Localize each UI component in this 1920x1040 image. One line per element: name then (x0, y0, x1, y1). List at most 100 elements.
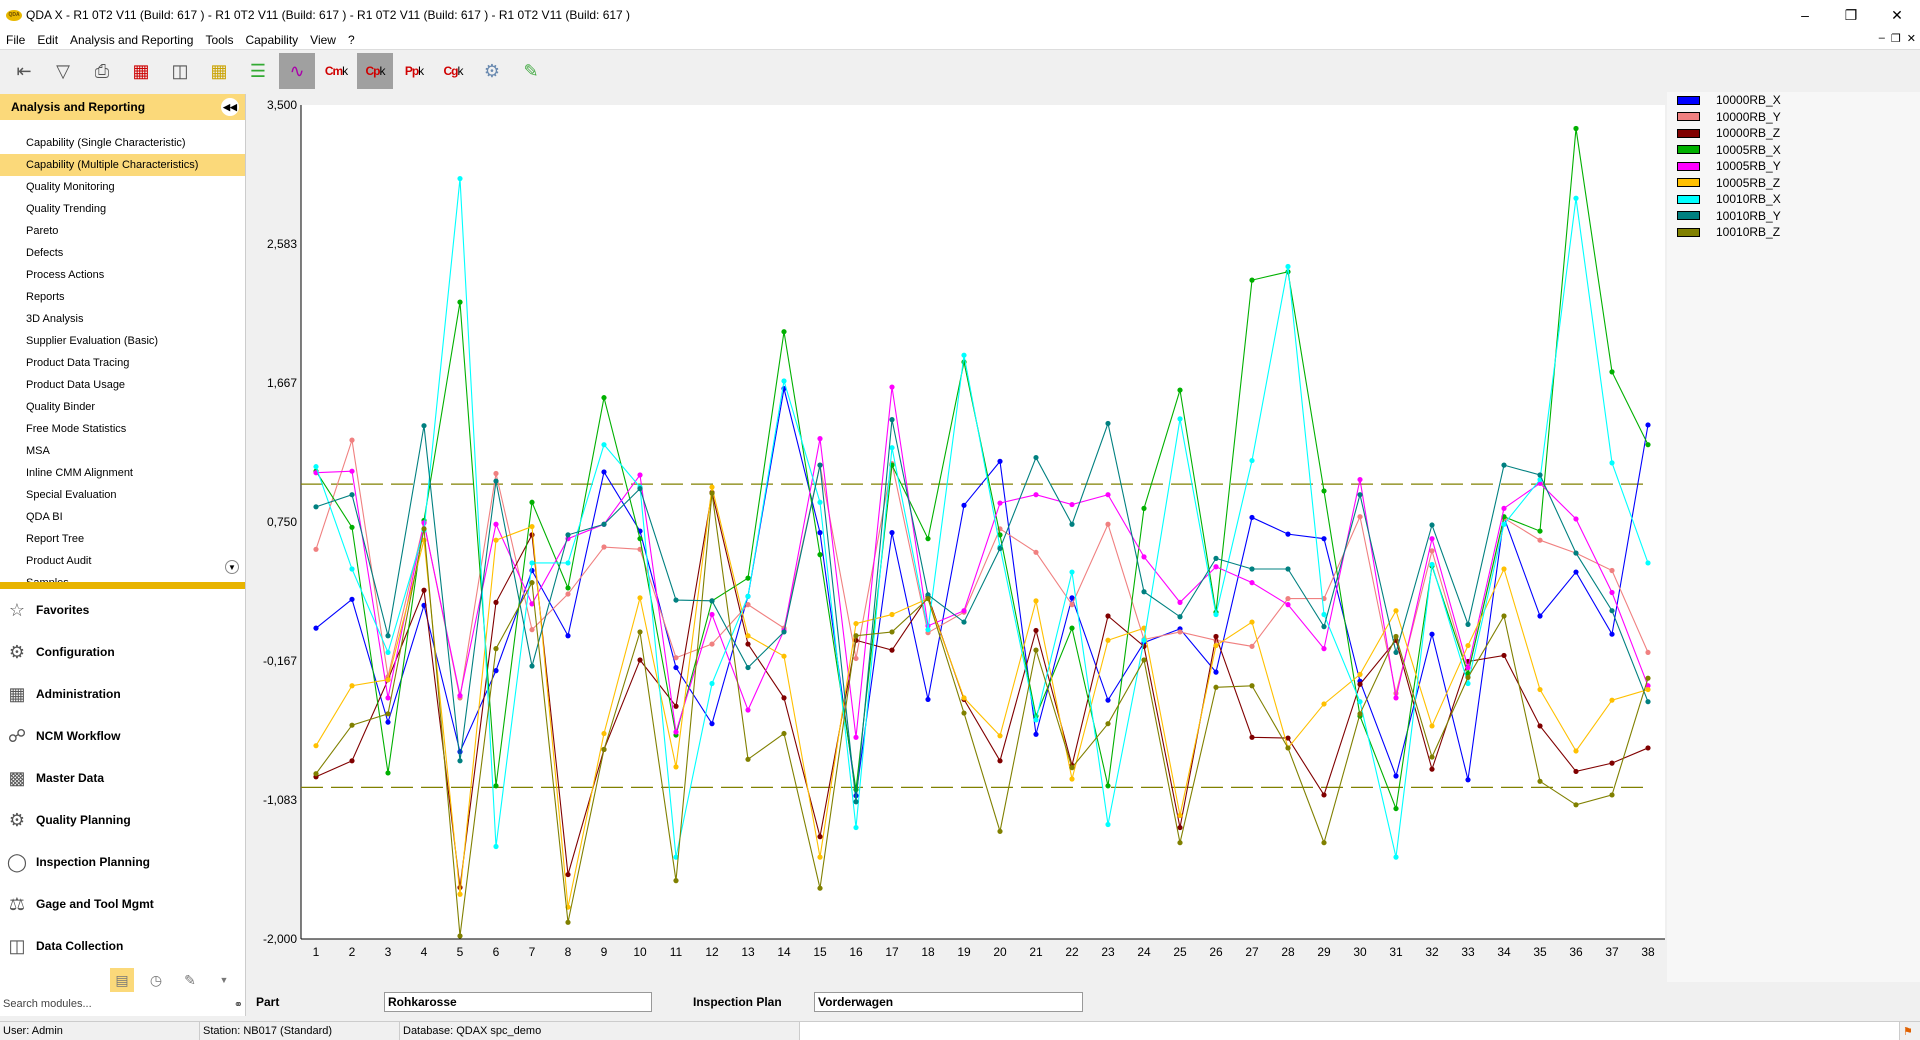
data-point (1429, 522, 1435, 528)
sidebar-item[interactable]: Samples (0, 572, 245, 582)
sidebar-item[interactable]: Special Evaluation (26, 489, 117, 501)
sidebar-item[interactable]: Product Data Usage (26, 379, 126, 391)
more-chevron-down-icon[interactable]: ▼ (219, 975, 229, 985)
sidebar-item[interactable]: Defects (26, 247, 64, 259)
sidebar-section[interactable]: ⚖ Gage and Tool Mgmt (0, 883, 245, 925)
collapse-sidebar-icon[interactable]: ◀◀ (221, 98, 239, 116)
sidebar-item[interactable]: Capability (Single Characteristic) (26, 137, 186, 149)
menu-analysis-reporting[interactable]: Analysis and Reporting (70, 32, 194, 47)
sidebar-title: Analysis and Reporting (11, 100, 146, 114)
sidebar-splitter[interactable] (0, 582, 245, 589)
settings-gears-icon[interactable]: ⚙ (483, 60, 501, 81)
exit-icon[interactable]: ⇤ (16, 60, 32, 81)
section-label: Data Collection (36, 939, 124, 953)
menu-capability[interactable]: Capability (245, 32, 299, 47)
sidebar-section[interactable]: ▦ Administration (0, 673, 245, 715)
print-icon[interactable]: ⎙ (94, 60, 110, 81)
data-point (1537, 537, 1543, 543)
menu-file[interactable]: File (6, 32, 26, 47)
bar-chart-icon[interactable]: ▦ (132, 60, 150, 81)
data-point (1249, 457, 1255, 464)
filter-icon[interactable]: ▽ (56, 60, 70, 81)
y-tick-label: 1,667 (267, 376, 297, 390)
cmk-button[interactable]: Cm k (324, 64, 348, 78)
sidebar-item[interactable]: Product Audit (26, 555, 92, 567)
data-point (1357, 514, 1363, 520)
sidebar-item[interactable]: Reports (26, 291, 65, 303)
data-point (637, 657, 643, 663)
data-point (1609, 589, 1615, 596)
line-chart-icon[interactable]: ∿ (279, 53, 315, 89)
sidebar-item[interactable]: Report Tree (26, 533, 85, 545)
module-search[interactable]: Search modules... ⚭ (0, 994, 246, 1014)
data-point (1285, 595, 1291, 602)
table-icon[interactable]: ▦ (210, 60, 228, 81)
x-tick-label: 2 (349, 945, 356, 959)
data-point (1105, 492, 1111, 498)
sidebar-item[interactable]: Inline CMM Alignment (26, 467, 133, 479)
data-point (1033, 598, 1039, 604)
sidebar-item[interactable]: Process Actions (26, 269, 105, 281)
minimize-button[interactable]: – (1801, 7, 1809, 23)
sidebar-section[interactable]: ◫ Data Collection (0, 925, 245, 967)
history-view-icon[interactable]: ◷ (149, 971, 163, 988)
ppk-button[interactable]: Pp k (404, 64, 424, 78)
legend-label: 10005RB_X (1716, 142, 1781, 157)
part-field[interactable]: Rohkarosse (384, 992, 652, 1012)
x-tick-label: 20 (993, 945, 1007, 959)
sidebar-section[interactable]: ⚙ Configuration (0, 631, 245, 673)
menu-help[interactable]: ? (347, 32, 355, 47)
sidebar-item[interactable]: MSA (26, 445, 50, 457)
mdi-restore-button[interactable]: ❐ (1890, 33, 1901, 45)
cpk-button[interactable]: Cp k (357, 53, 393, 89)
scroll-down-icon[interactable]: ▼ (225, 560, 239, 574)
inspection-plan-field[interactable]: Vorderwagen (814, 992, 1083, 1012)
sidebar-section[interactable]: ☍ NCM Workflow (0, 715, 245, 757)
sidebar-item[interactable]: Capability (Multiple Characteristics) (0, 154, 245, 176)
sidebar-section[interactable]: ▩ Master Data (0, 757, 245, 799)
sidebar-item[interactable]: Quality Binder (26, 401, 96, 413)
sidebar-item[interactable]: Product Data Tracing (26, 357, 130, 369)
boxplot-icon[interactable]: ◫ (171, 60, 189, 81)
mdi-minimize-button[interactable]: – (1878, 32, 1885, 44)
menu-tools[interactable]: Tools (205, 32, 234, 47)
notepad-edit-icon[interactable]: ✎ (523, 60, 539, 81)
notification-flag-icon[interactable]: ⚑ (1903, 1025, 1913, 1038)
cgk-button[interactable]: Cg k (443, 64, 464, 78)
data-point (1213, 684, 1219, 690)
maximize-button[interactable]: ❐ (1844, 6, 1858, 23)
analysis-view-icon[interactable]: ▤ (110, 968, 134, 992)
search-modules-input[interactable]: Search modules... (3, 998, 92, 1010)
window-title: QDA X - R1 0T2 V11 (Build: 617 ) - R1 0T… (26, 8, 631, 22)
data-point (529, 627, 535, 633)
y-tick-label: 3,500 (267, 98, 297, 112)
sidebar-item[interactable]: 3D Analysis (26, 313, 84, 325)
sidebar-section[interactable]: ⚙ Quality Planning (0, 799, 245, 841)
sidebar-item[interactable]: Quality Monitoring (26, 181, 115, 193)
data-point (493, 843, 499, 850)
close-button[interactable]: ✕ (1891, 6, 1903, 23)
binoculars-icon[interactable]: ⚭ (233, 998, 243, 1011)
multi-chart-icon[interactable]: ☰ (249, 60, 267, 81)
mdi-close-button[interactable]: ✕ (1906, 33, 1916, 45)
data-point (673, 597, 679, 603)
data-point (1429, 561, 1435, 568)
data-point (493, 646, 499, 652)
sidebar-item[interactable]: Pareto (26, 225, 59, 237)
sidebar-item[interactable]: Supplier Evaluation (Basic) (26, 335, 159, 347)
data-point (1105, 637, 1111, 643)
data-point (1645, 442, 1651, 448)
edit-view-icon[interactable]: ✎ (184, 971, 196, 988)
sidebar-item[interactable]: Quality Trending (26, 203, 107, 215)
data-point (961, 710, 967, 716)
sidebar-section[interactable]: ☆ Favorites (0, 589, 245, 631)
sidebar-section[interactable]: ◯ Inspection Planning (0, 841, 245, 883)
menu-view[interactable]: View (310, 32, 336, 47)
data-point (529, 499, 535, 505)
sidebar-item[interactable]: QDA BI (26, 511, 63, 523)
section-icon: ⚙ (8, 641, 26, 662)
legend-label: 10000RB_Z (1716, 126, 1781, 141)
sidebar-item[interactable]: Free Mode Statistics (26, 423, 127, 435)
menu-edit[interactable]: Edit (37, 32, 59, 47)
